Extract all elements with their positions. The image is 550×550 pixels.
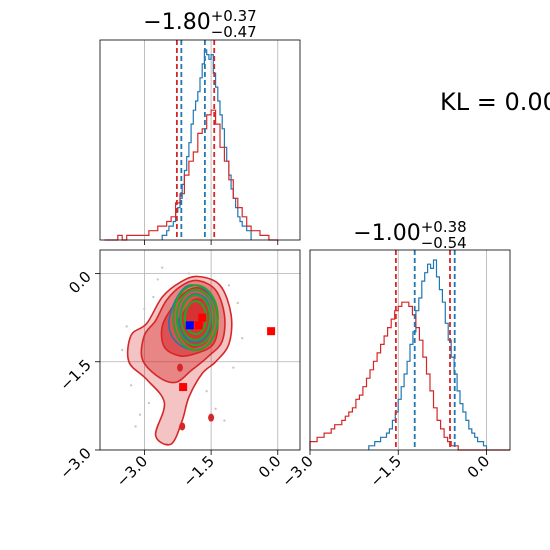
marginal-y-tick-label: −1.5: [367, 452, 405, 490]
scatter-point: [236, 301, 239, 305]
marginal-x-title-minus: −0.47: [211, 23, 257, 41]
joint-content: [100, 250, 300, 450]
red-blob: [179, 422, 186, 431]
marginal-y-frame: [309, 249, 511, 451]
marginal-y-tick-label: 0.0: [464, 452, 494, 482]
marginal-x-title: −1.80+0.37 −0.47: [143, 7, 256, 41]
joint-y-tick-label: −3.0: [56, 444, 94, 482]
scatter-point: [205, 389, 208, 393]
scatter-point: [241, 337, 244, 340]
blue-square-marker: [185, 321, 194, 330]
marginal-y-title: −1.00+0.38 −0.54: [353, 218, 466, 252]
red-square-marker: [198, 313, 207, 322]
scatter-point: [214, 407, 217, 411]
scatter-point: [152, 295, 155, 299]
marginal-x-hist-red: [104, 109, 278, 241]
red-square-marker: [267, 327, 276, 336]
marginal-x-hist-blue: [161, 49, 252, 240]
marginal-x-title-plus: +0.37: [211, 7, 257, 25]
joint-x-tick-label: −3.0: [113, 452, 151, 490]
scatter-point: [134, 425, 137, 428]
marginal-y-hist-red: [309, 301, 510, 451]
scatter-point: [187, 272, 191, 275]
red-blob: [177, 363, 183, 372]
red-blob: [208, 413, 215, 422]
kl-annotation: KL = 0.00: [440, 88, 550, 116]
blue-contour: [178, 293, 212, 343]
joint-x-tick-label: −1.5: [179, 452, 217, 490]
marginal-x-title-value: −1.80: [143, 10, 210, 35]
scatter-point: [227, 284, 231, 287]
joint-frame: [99, 249, 301, 451]
marginal-y-tick-label: −3.0: [278, 452, 316, 490]
scatter-point: [121, 348, 124, 352]
marginal-y-panel: −1.00+0.38 −0.54 −3.0 −1.5 0.0: [278, 218, 511, 491]
scatter-point: [138, 413, 142, 416]
joint-y-tick-label: −1.5: [56, 356, 94, 394]
scatter-point: [223, 419, 226, 422]
joint-panel: −3.0 −1.5 0.00.0−1.5−3.0: [56, 249, 301, 491]
green-ellipse: [172, 284, 219, 352]
scatter-point: [129, 384, 133, 387]
marginal-y-hist-blue: [368, 259, 488, 450]
scatter-point: [232, 366, 235, 369]
green-ellipse: [175, 288, 216, 347]
joint-y-tick-label: 0.0: [65, 268, 95, 298]
scatter-point: [125, 325, 128, 328]
red-square-marker: [194, 321, 203, 330]
scatter-point: [143, 307, 146, 311]
marginal-y-title-plus: +0.38: [421, 218, 467, 236]
marginal-y-title-value: −1.00: [353, 221, 420, 246]
scatter-point: [147, 401, 151, 405]
green-ellipse: [179, 294, 212, 342]
marginal-y-title-minus: −0.54: [421, 234, 467, 252]
scatter-point: [161, 266, 164, 269]
red-square-marker: [179, 383, 188, 392]
marginal-x-panel: −1.80+0.37 −0.47: [99, 7, 301, 245]
marginal-x-frame: [99, 39, 301, 241]
scatter-point: [156, 278, 159, 281]
